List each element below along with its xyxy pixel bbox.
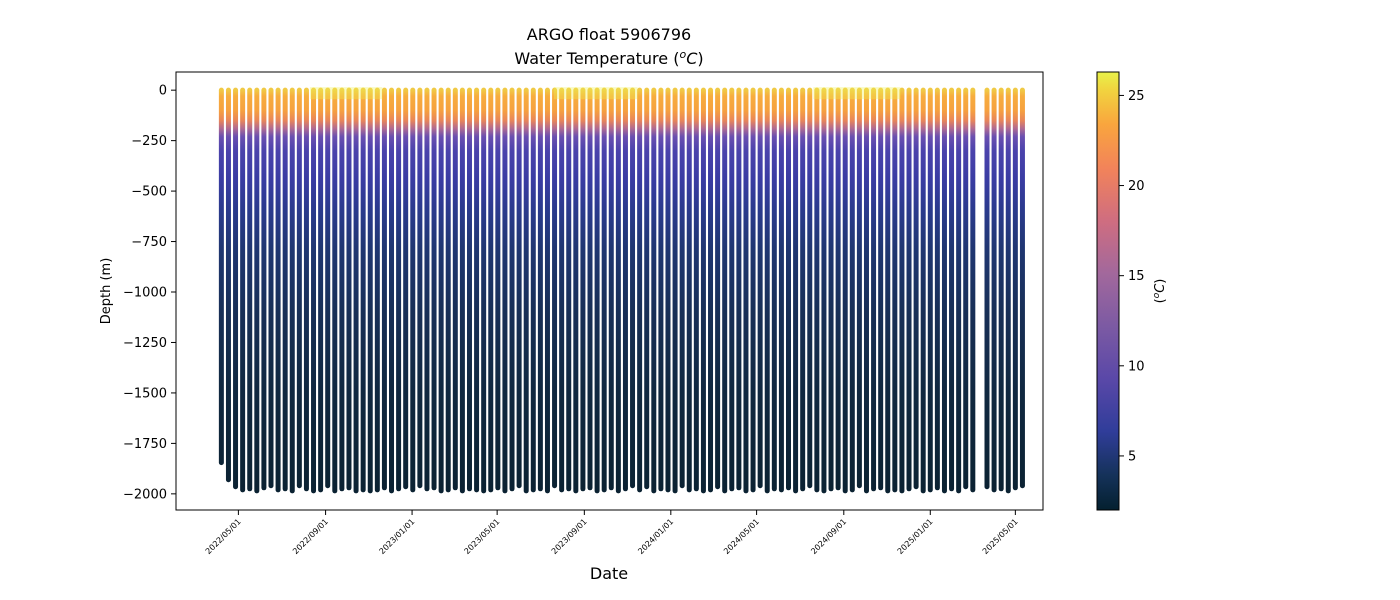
chart-subtitle: Water Temperature (oC) bbox=[514, 48, 703, 68]
y-tick-label: −1500 bbox=[123, 386, 167, 401]
x-tick-label: 2024/01/01 bbox=[636, 517, 675, 556]
x-tick-label: 2024/09/01 bbox=[809, 517, 848, 556]
colorbar-label-prefix: ( bbox=[1153, 298, 1168, 303]
plot-frame bbox=[175, 71, 1044, 511]
colorbar-label-sup: o bbox=[1152, 292, 1162, 298]
colorbar-tick-label: 20 bbox=[1128, 179, 1145, 194]
chart-subtitle-unit: C bbox=[686, 49, 698, 68]
colorbar-label: (oC) bbox=[1152, 279, 1168, 304]
x-axis: 2022/05/01 2022/09/01 2023/01/01 2023/05/01… bbox=[204, 510, 1020, 556]
colorbar-gradient bbox=[1096, 71, 1120, 511]
y-tick-label: 0 bbox=[159, 84, 167, 99]
y-tick-label: −1250 bbox=[123, 336, 167, 351]
y-tick-label: −250 bbox=[131, 134, 167, 149]
chart-title: ARGO float 5906796 bbox=[527, 25, 691, 44]
y-axis: 0 −250 −500 −750 −1000 −1250 −1500 −1750 −2000 bbox=[123, 84, 176, 502]
y-tick-label: −1750 bbox=[123, 437, 167, 452]
colorbar-tick-label: 5 bbox=[1128, 449, 1136, 464]
y-tick-label: −500 bbox=[131, 185, 167, 200]
colorbar: 5 10 15 20 25 (oC) bbox=[1096, 71, 1168, 511]
y-tick-label: −2000 bbox=[123, 487, 167, 502]
profile-marks bbox=[218, 87, 1025, 494]
y-tick-label: −750 bbox=[131, 235, 167, 250]
warm-surface-band bbox=[309, 87, 383, 100]
chart-subtitle-prefix: Water Temperature ( bbox=[514, 49, 679, 68]
x-tick-label: 2025/01/01 bbox=[896, 517, 935, 556]
x-tick-label: 2024/05/01 bbox=[722, 517, 761, 556]
chart-title-group: ARGO float 5906796 Water Temperature (oC… bbox=[514, 25, 703, 68]
colorbar-ticks: 5 10 15 20 25 bbox=[1119, 89, 1145, 464]
colorbar-tick-label: 25 bbox=[1128, 89, 1145, 104]
x-axis-label: Date bbox=[590, 564, 628, 583]
surface-overlay bbox=[309, 87, 901, 100]
colorbar-tick-label: 15 bbox=[1128, 269, 1145, 284]
colorbar-tick-label: 10 bbox=[1128, 359, 1145, 374]
y-axis-label: Depth (m) bbox=[99, 258, 114, 325]
x-tick-label: 2023/05/01 bbox=[463, 517, 502, 556]
warm-surface-band bbox=[813, 87, 901, 100]
y-tick-label: −1000 bbox=[123, 286, 167, 301]
colorbar-label-unit: C bbox=[1153, 283, 1168, 293]
x-tick-label: 2022/09/01 bbox=[291, 517, 330, 556]
x-tick-label: 2023/09/01 bbox=[550, 517, 589, 556]
chart-subtitle-suffix: ) bbox=[697, 49, 703, 68]
x-tick-label: 2025/05/01 bbox=[981, 517, 1020, 556]
x-tick-label: 2022/05/01 bbox=[204, 517, 243, 556]
x-tick-label: 2023/01/01 bbox=[378, 517, 417, 556]
colorbar-label-suffix: ) bbox=[1153, 279, 1168, 284]
chart-subtitle-sup: o bbox=[679, 48, 686, 61]
warm-surface-band bbox=[553, 87, 638, 100]
